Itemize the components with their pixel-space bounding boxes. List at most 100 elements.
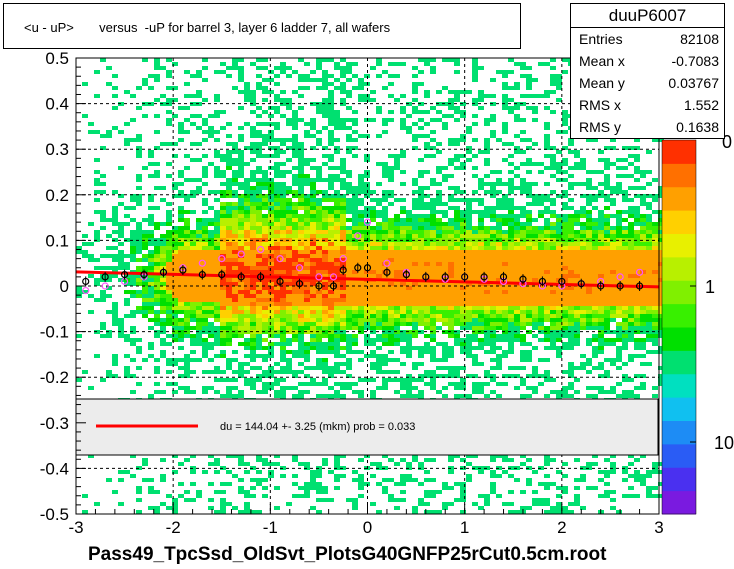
colorbar-segment bbox=[662, 140, 696, 164]
title-box: <u - uP> versus -uP for barrel 3, layer … bbox=[3, 3, 521, 49]
profile-mean-point bbox=[616, 282, 624, 290]
profile-mean-point bbox=[577, 280, 585, 288]
colorbar-segment bbox=[662, 490, 696, 515]
colorbar-segment bbox=[662, 233, 696, 258]
axes: -3 -2 -1 0 1 2 3 -0.5 -0.4 -0.3 -0.2 -0.1 0 0.1 0.2 0.3… bbox=[40, 49, 664, 537]
x-tick-label: 1 bbox=[460, 518, 469, 537]
profile-mean-point bbox=[198, 271, 206, 279]
profile-alt-point bbox=[383, 259, 391, 267]
y-tick-label: 0.5 bbox=[45, 49, 69, 68]
profile-mean-point bbox=[363, 264, 372, 272]
y-tick-label: 0.2 bbox=[45, 186, 69, 205]
profile-mean-point bbox=[461, 273, 469, 281]
profile-mean-point bbox=[329, 282, 338, 290]
profile-alt-point bbox=[354, 232, 362, 240]
profile-mean-point bbox=[597, 282, 605, 290]
profile-alt-point bbox=[82, 286, 90, 295]
profile-mean-point bbox=[558, 277, 566, 286]
colorbar-label: 1 bbox=[705, 277, 715, 297]
stats-row-mean-x: Mean x -0.7083 bbox=[579, 53, 719, 75]
profile-alt-point bbox=[101, 282, 109, 290]
heatmap-cells bbox=[76, 58, 664, 514]
color-scale: 1 10 0 bbox=[661, 132, 734, 515]
profile-mean-point bbox=[422, 273, 430, 281]
profile-mean-point bbox=[237, 273, 245, 281]
profile-alt-point bbox=[635, 268, 644, 276]
colorbar-segment bbox=[662, 443, 696, 468]
stats-row-rms-y: RMS y 0.1638 bbox=[579, 119, 719, 141]
stats-label: RMS x bbox=[579, 97, 621, 113]
x-tick-label: -2 bbox=[166, 518, 181, 537]
colorbar-label-partial: 0 bbox=[722, 132, 732, 152]
profile-mean-point bbox=[480, 273, 488, 281]
y-tick-label: -0.2 bbox=[40, 368, 69, 387]
profile-mean-point bbox=[315, 282, 323, 290]
y-tick-label: -0.1 bbox=[40, 323, 69, 342]
profile-alt-point bbox=[329, 273, 338, 281]
profile-alt-point bbox=[218, 255, 226, 263]
profile-mean-point bbox=[499, 273, 508, 281]
profile-mean-point bbox=[519, 275, 527, 283]
stats-label: Mean x bbox=[579, 53, 625, 69]
profile-mean-points bbox=[82, 262, 644, 291]
x-axis-title: Pass49_TpcSsd_OldSvt_PlotsG40GNFP25rCut0… bbox=[88, 544, 607, 565]
profile-alt-point bbox=[276, 255, 284, 263]
fit-legend: du = 144.04 +- 3.25 (mkm) prob = 0.033 bbox=[75, 398, 659, 456]
x-tick-label: 0 bbox=[363, 518, 372, 537]
profile-alt-point bbox=[295, 264, 304, 272]
colorbar-segment bbox=[662, 420, 696, 445]
stats-row-entries: Entries 82108 bbox=[579, 31, 719, 53]
profile-mean-point bbox=[635, 282, 644, 290]
colorbar-segment bbox=[662, 210, 696, 234]
colorbar-segment bbox=[662, 186, 696, 211]
stats-value: -0.7083 bbox=[671, 53, 719, 69]
y-tick-label: -0.3 bbox=[40, 414, 69, 433]
x-tick-label: -3 bbox=[68, 518, 83, 537]
colorbar-border bbox=[661, 139, 697, 515]
colorbar-segment bbox=[662, 303, 696, 328]
stats-box: duuP6007 Entries 82108 Mean x -0.7083 Mean… bbox=[570, 3, 725, 139]
profile-mean-point bbox=[295, 280, 304, 288]
y-tick-label: 0.3 bbox=[45, 140, 69, 159]
stats-value: 0.03767 bbox=[668, 75, 719, 91]
profile-mean-point bbox=[82, 277, 90, 286]
stats-label: RMS y bbox=[579, 119, 621, 135]
profile-alt-point bbox=[198, 259, 206, 267]
stats-value: 82108 bbox=[680, 31, 719, 47]
profile-mean-point bbox=[402, 271, 410, 279]
y-tick-label: -0.4 bbox=[40, 459, 69, 478]
colorbar-segment bbox=[662, 350, 696, 375]
y-tick-label: 0 bbox=[60, 277, 69, 296]
stats-value: 1.552 bbox=[683, 97, 719, 113]
stats-label: Mean y bbox=[579, 75, 625, 91]
stats-row-mean-y: Mean y 0.03767 bbox=[579, 75, 719, 97]
profile-mean-point bbox=[354, 264, 362, 272]
colorbar-label: 10 bbox=[714, 433, 734, 453]
stats-row-rms-x: RMS x 1.552 bbox=[579, 97, 719, 119]
profile-alt-point bbox=[315, 273, 323, 281]
profile-mean-point bbox=[140, 271, 148, 279]
stats-value: 0.1638 bbox=[676, 119, 719, 135]
y-tick-label: 0.1 bbox=[45, 231, 69, 250]
colorbar-segment bbox=[662, 327, 696, 351]
legend-text: du = 144.04 +- 3.25 (mkm) prob = 0.033 bbox=[220, 421, 415, 433]
colorbar-segment bbox=[662, 397, 696, 421]
profile-mean-point bbox=[383, 268, 391, 276]
profile-mean-point bbox=[441, 273, 449, 281]
y-tick-label: -0.5 bbox=[40, 505, 69, 524]
profile-mean-point bbox=[276, 277, 284, 286]
x-tick-label: 2 bbox=[557, 518, 566, 537]
colorbar-segment bbox=[662, 256, 696, 281]
profile-alt-point bbox=[616, 273, 624, 281]
profile-mean-point bbox=[538, 277, 547, 286]
profile-alt-point bbox=[257, 245, 265, 254]
profile-mean-point bbox=[101, 273, 109, 281]
stats-title: duuP6007 bbox=[571, 4, 724, 28]
x-tick-label: -1 bbox=[263, 518, 278, 537]
profile-mean-point bbox=[257, 273, 265, 281]
profile-mean-point bbox=[159, 268, 168, 276]
profile-alt-point bbox=[339, 255, 347, 263]
profile-mean-point bbox=[218, 271, 226, 279]
y-tick-label: 0.4 bbox=[45, 95, 69, 114]
